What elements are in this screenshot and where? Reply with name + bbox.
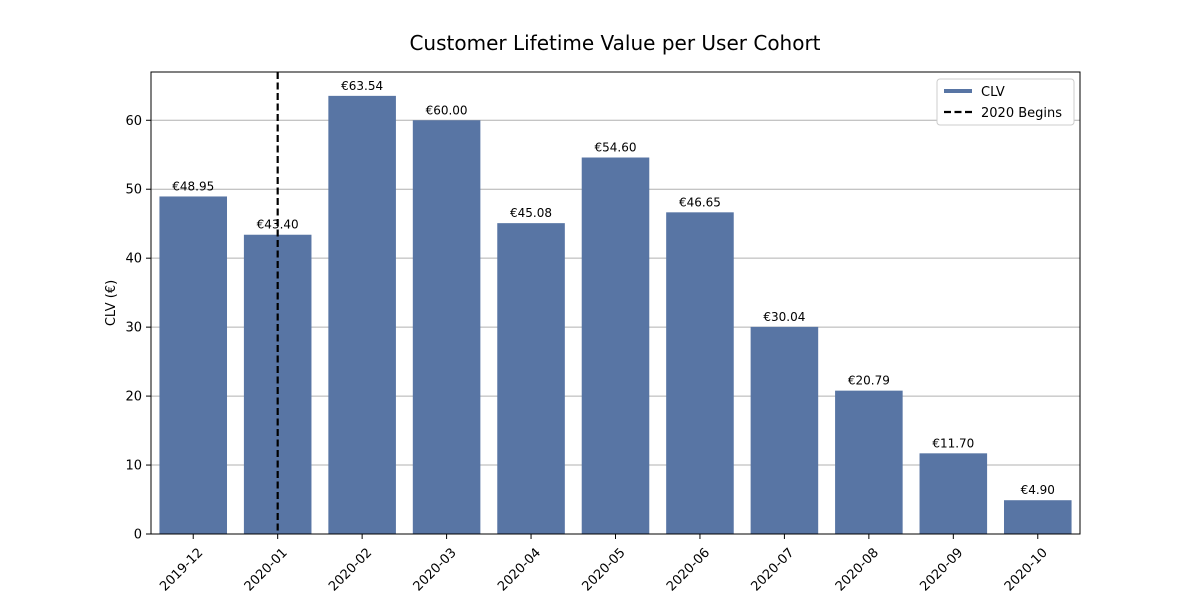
y-tick-label: 20 xyxy=(125,390,142,405)
y-tick-label: 40 xyxy=(125,252,142,267)
bar-value-label: €43.40 xyxy=(257,218,299,232)
bars xyxy=(159,95,1072,535)
bar-value-label: €4.90 xyxy=(1021,483,1055,497)
x-tick-label: 2020-06 xyxy=(664,545,713,594)
y-tick-label: 50 xyxy=(125,183,142,198)
data-labels: €48.95 €43.40 €63.54 €60.00 €45.08 €54.60 €46.… xyxy=(172,79,1055,497)
bar xyxy=(328,95,396,534)
x-tick-label: 2020-03 xyxy=(411,545,460,594)
bar xyxy=(919,453,988,534)
bar xyxy=(581,157,650,535)
x-tick-label: 2020-05 xyxy=(580,545,629,594)
legend-vline-label: 2020 Begins xyxy=(981,106,1062,121)
bar-value-label: €46.65 xyxy=(679,195,721,209)
y-axis-label: CLV (€) xyxy=(104,280,119,326)
x-tick-label: 2020-10 xyxy=(1002,545,1051,594)
bar xyxy=(750,326,819,534)
x-tick-label: 2020-08 xyxy=(833,545,882,594)
x-axis: 2019-12 2020-01 2020-02 2020-03 2020-04 2020-… xyxy=(157,534,1051,594)
legend-clv-label: CLV xyxy=(981,85,1005,100)
bar-value-label: €63.54 xyxy=(341,79,383,93)
y-tick-label: 0 xyxy=(134,528,142,543)
bar-value-label: €11.70 xyxy=(932,436,974,450)
y-tick-label: 60 xyxy=(125,114,142,129)
x-tick-label: 2020-09 xyxy=(917,545,966,594)
bar xyxy=(1003,500,1072,534)
x-tick-label: 2020-07 xyxy=(748,545,797,594)
bar xyxy=(412,120,481,535)
y-tick-label: 10 xyxy=(125,459,142,474)
bar-value-label: €30.04 xyxy=(763,310,805,324)
bar-value-label: €54.60 xyxy=(595,141,637,155)
bar xyxy=(497,223,565,535)
legend: CLV 2020 Begins xyxy=(936,78,1075,126)
y-axis: 0 10 20 30 40 50 60 xyxy=(125,114,151,543)
bar-value-label: €45.08 xyxy=(510,206,552,220)
bar xyxy=(159,196,228,534)
x-tick-label: 2020-01 xyxy=(242,545,291,594)
x-tick-label: 2019-12 xyxy=(157,545,206,594)
bar xyxy=(243,234,312,535)
x-tick-label: 2020-04 xyxy=(495,545,544,594)
bar xyxy=(666,212,734,534)
bar-value-label: €48.95 xyxy=(172,179,214,193)
chart-title: Customer Lifetime Value per User Cohort xyxy=(409,31,820,55)
bar xyxy=(835,390,903,534)
bar-value-label: €20.79 xyxy=(848,374,890,388)
y-tick-label: 30 xyxy=(125,321,142,336)
x-tick-label: 2020-02 xyxy=(326,545,375,594)
bar-value-label: €60.00 xyxy=(426,103,468,117)
